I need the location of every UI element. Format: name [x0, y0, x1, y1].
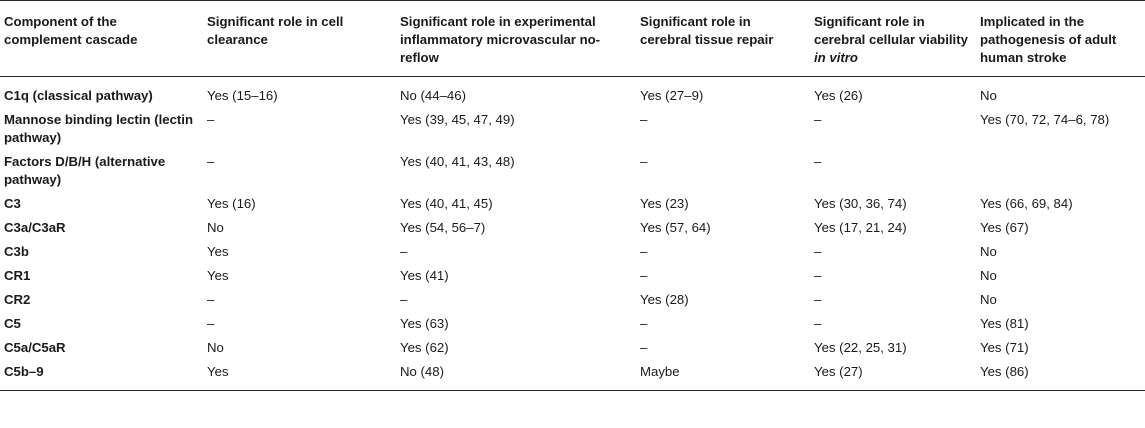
table-cell: – [203, 312, 396, 336]
table-cell: – [636, 312, 810, 336]
table-row: CR2 – – Yes (28) – No [0, 288, 1145, 312]
table-cell: – [636, 336, 810, 360]
table-cell: Yes (39, 45, 47, 49) [396, 108, 636, 150]
table-cell: Yes (41) [396, 264, 636, 288]
table-cell: Yes (16) [203, 192, 396, 216]
table-cell: Yes [203, 360, 396, 391]
table-row: C3b Yes – – – No [0, 240, 1145, 264]
table-cell: Yes (57, 64) [636, 216, 810, 240]
header-cellular-viability: Significant role in cerebral cellular vi… [810, 0, 976, 77]
table-cell: No [976, 288, 1145, 312]
table-cell: – [203, 108, 396, 150]
table-cell: Yes (63) [396, 312, 636, 336]
table-cell: Yes (40, 41, 43, 48) [396, 150, 636, 192]
table-cell: Yes (70, 72, 74–6, 78) [976, 108, 1145, 150]
table-cell: – [636, 240, 810, 264]
component-cell: C3a/C3aR [0, 216, 203, 240]
table-cell: Yes (23) [636, 192, 810, 216]
component-cell: C5 [0, 312, 203, 336]
component-cell: Factors D/B/H (alternative pathway) [0, 150, 203, 192]
table-cell: Yes (27) [810, 360, 976, 391]
table-cell: – [636, 264, 810, 288]
table-row: C3 Yes (16) Yes (40, 41, 45) Yes (23) Ye… [0, 192, 1145, 216]
component-cell: C5a/C5aR [0, 336, 203, 360]
table-cell: No (44–46) [396, 76, 636, 108]
table-row: C5a/C5aR No Yes (62) – Yes (22, 25, 31) … [0, 336, 1145, 360]
table-cell: Yes (67) [976, 216, 1145, 240]
table-cell: Yes (26) [810, 76, 976, 108]
component-cell: CR2 [0, 288, 203, 312]
table-cell: Yes (40, 41, 45) [396, 192, 636, 216]
complement-table: Component of the complement cascade Sign… [0, 0, 1145, 391]
header-human-stroke: Implicated in the pathogenesis of adult … [976, 0, 1145, 77]
table-cell: No [976, 76, 1145, 108]
table-cell: Yes (81) [976, 312, 1145, 336]
component-cell: C1q (classical pathway) [0, 76, 203, 108]
header-no-reflow: Significant role in experimental inflamm… [396, 0, 636, 77]
table-row: CR1 Yes Yes (41) – – No [0, 264, 1145, 288]
table-cell: – [636, 108, 810, 150]
component-cell: C3 [0, 192, 203, 216]
component-cell: C3b [0, 240, 203, 264]
table-cell: Yes (17, 21, 24) [810, 216, 976, 240]
table-cell: – [810, 264, 976, 288]
component-cell: Mannose binding lectin (lectin pathway) [0, 108, 203, 150]
table-cell: Yes (30, 36, 74) [810, 192, 976, 216]
component-cell: CR1 [0, 264, 203, 288]
header-component: Component of the complement cascade [0, 0, 203, 77]
table-cell: – [810, 288, 976, 312]
table-cell: – [396, 240, 636, 264]
table-row: C5 – Yes (63) – – Yes (81) [0, 312, 1145, 336]
table-cell: Yes (86) [976, 360, 1145, 391]
table-cell: Maybe [636, 360, 810, 391]
table-cell: No [203, 336, 396, 360]
header-cell-clearance: Significant role in cell clearance [203, 0, 396, 77]
table-cell: Yes (15–16) [203, 76, 396, 108]
table-cell: – [810, 240, 976, 264]
table-cell: No [203, 216, 396, 240]
table-row: Factors D/B/H (alternative pathway) – Ye… [0, 150, 1145, 192]
header-row: Component of the complement cascade Sign… [0, 0, 1145, 77]
table-cell: No [976, 264, 1145, 288]
table-cell: – [636, 150, 810, 192]
table-cell: Yes (54, 56–7) [396, 216, 636, 240]
table-row: C1q (classical pathway) Yes (15–16) No (… [0, 76, 1145, 108]
table-row: C5b–9 Yes No (48) Maybe Yes (27) Yes (86… [0, 360, 1145, 391]
table-cell [976, 150, 1145, 192]
header-cellular-viability-text: Significant role in cerebral cellular vi… [814, 14, 968, 47]
table-cell: Yes (28) [636, 288, 810, 312]
table-cell: – [396, 288, 636, 312]
component-cell: C5b–9 [0, 360, 203, 391]
table-cell: Yes (62) [396, 336, 636, 360]
table-cell: Yes (22, 25, 31) [810, 336, 976, 360]
table-row: C3a/C3aR No Yes (54, 56–7) Yes (57, 64) … [0, 216, 1145, 240]
table-cell: No (48) [396, 360, 636, 391]
header-in-vitro: in vitro [814, 50, 858, 65]
table-cell: – [810, 312, 976, 336]
table-cell: – [810, 150, 976, 192]
table-cell: Yes (71) [976, 336, 1145, 360]
table-row: Mannose binding lectin (lectin pathway) … [0, 108, 1145, 150]
table-cell: Yes [203, 240, 396, 264]
table-cell: – [203, 288, 396, 312]
table-cell: – [810, 108, 976, 150]
header-tissue-repair: Significant role in cerebral tissue repa… [636, 0, 810, 77]
table-cell: Yes [203, 264, 396, 288]
table-cell: Yes (66, 69, 84) [976, 192, 1145, 216]
table-cell: – [203, 150, 396, 192]
table-cell: Yes (27–9) [636, 76, 810, 108]
table-cell: No [976, 240, 1145, 264]
